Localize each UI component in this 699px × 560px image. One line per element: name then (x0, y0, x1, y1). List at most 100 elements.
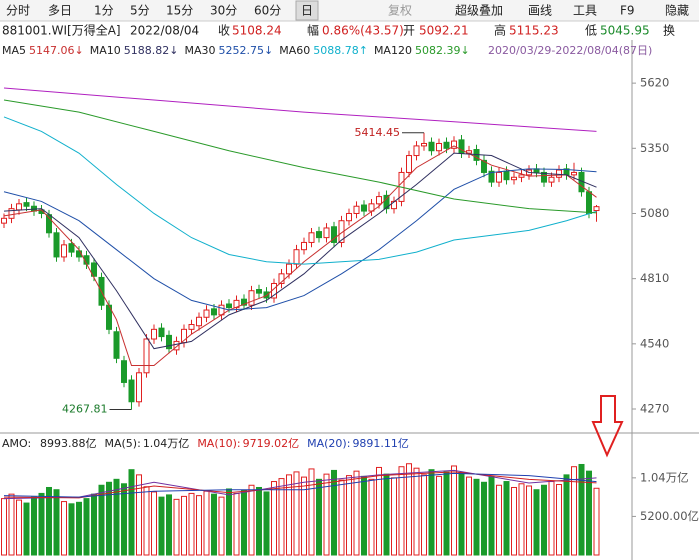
quote-label: 低 (585, 24, 597, 38)
candle-body (556, 169, 562, 178)
candle-body (128, 379, 135, 403)
toolbar-bg (0, 0, 699, 21)
toolbar-button[interactable]: 5分 (130, 4, 150, 18)
candle-body (488, 170, 495, 183)
toolbar-button[interactable]: 分时 (6, 4, 30, 18)
volume-bar (526, 485, 532, 556)
volume-ma-line (3, 471, 597, 499)
volume-bar (578, 463, 585, 556)
volume-bar (263, 491, 270, 556)
volume-bar (278, 478, 285, 556)
legend-value: 5252.75↓ (218, 44, 273, 57)
candle-body (436, 142, 442, 152)
y-tick-label: 5080 (640, 206, 669, 220)
volume-title: AMO: (2, 437, 31, 450)
candle-body (293, 249, 300, 265)
range-label: 2020/03/29-2022/08/04(87日) (488, 44, 652, 57)
toolbar-button[interactable]: 画线 (528, 4, 552, 18)
volume-bar (406, 463, 412, 556)
volume-bar (488, 475, 495, 556)
candle-body (121, 360, 127, 383)
volume-bar (353, 470, 360, 556)
candle-body (16, 203, 22, 211)
volume-bar (338, 479, 345, 556)
quote-label: 收 (218, 24, 230, 38)
red-arrow (591, 395, 624, 458)
volume-bar (271, 481, 277, 556)
quote-label: 2022/08/04 (130, 24, 199, 38)
legend-value: 5082.39↓ (415, 44, 470, 57)
volume-bar (548, 481, 555, 556)
ma-line (3, 87, 597, 132)
volume-bar (181, 495, 187, 556)
volume-bar (248, 484, 255, 556)
candle-body (203, 309, 210, 318)
volume-bar (31, 496, 37, 556)
volume-bar (23, 502, 30, 556)
toolbar-button[interactable]: 隐藏 (665, 4, 689, 18)
toolbar-button[interactable]: 日 (301, 4, 313, 18)
candle-body (248, 290, 255, 306)
legend-name: MA(10): (197, 437, 240, 450)
quote-value: 5108.24 (232, 24, 282, 38)
quote-label: 幅 (307, 23, 319, 38)
volume-bar (443, 471, 450, 556)
candle-body (331, 226, 337, 243)
toolbar-button[interactable]: 复权 (388, 4, 412, 18)
volume-bar (211, 493, 217, 556)
volume-bar (196, 495, 202, 556)
volume-bar (586, 470, 592, 556)
volume-bar (16, 499, 22, 556)
active-tab (295, 0, 319, 21)
candle-body (413, 145, 420, 157)
volume-bar (481, 481, 487, 556)
candle-body (1, 217, 7, 224)
candle-body (211, 308, 217, 316)
candle-body (586, 191, 592, 214)
legend-value: 1.04万亿 (143, 437, 190, 450)
candle-body (406, 155, 412, 173)
volume-ma-line (3, 472, 597, 498)
toolbar-button[interactable]: 15分 (166, 4, 193, 18)
y-tick-label: 5200.00亿 (640, 509, 699, 523)
ma-line (3, 152, 597, 350)
volume-bar (323, 473, 330, 556)
toolbar-button[interactable]: 1分 (94, 4, 114, 18)
candle-body (113, 331, 120, 359)
volume-bar (128, 469, 135, 556)
volume-bar (286, 474, 292, 556)
volume-bar (293, 471, 300, 556)
y-tick-label: 4540 (640, 336, 669, 350)
candle-body (548, 176, 555, 183)
volume-bar (98, 484, 105, 556)
volume-bar (38, 492, 45, 556)
volume-bar (8, 493, 15, 556)
toolbar-button[interactable]: 超级叠加 (455, 3, 503, 18)
volume-ma-line (3, 469, 597, 500)
candle-body (428, 141, 435, 152)
volume-bar (428, 469, 435, 556)
volume-bar (106, 481, 112, 556)
candle-body (91, 262, 97, 277)
candle-body (376, 196, 382, 205)
quote-value: 0.86%(43.57) (322, 24, 404, 38)
quote-label: 换 (663, 24, 675, 38)
volume-bar (533, 489, 540, 556)
toolbar-button[interactable]: 工具 (573, 4, 597, 18)
candle-body (188, 324, 195, 330)
volume-bar (316, 478, 322, 556)
volume-bar (361, 475, 367, 556)
quote-value: 5092.21 (419, 24, 469, 38)
candle-body (286, 263, 292, 275)
volume-bar (151, 491, 157, 556)
legend-name: MA10 (90, 44, 121, 57)
volume-bar (503, 481, 510, 556)
candle-body (323, 227, 330, 239)
toolbar-button[interactable]: F9 (620, 4, 635, 18)
toolbar-button[interactable]: 多日 (48, 4, 72, 18)
toolbar-button[interactable]: 30分 (210, 4, 237, 18)
toolbar-button[interactable]: 60分 (254, 4, 281, 18)
candle-body (136, 372, 142, 403)
volume-bar (368, 478, 375, 556)
volume-bar (158, 496, 165, 556)
